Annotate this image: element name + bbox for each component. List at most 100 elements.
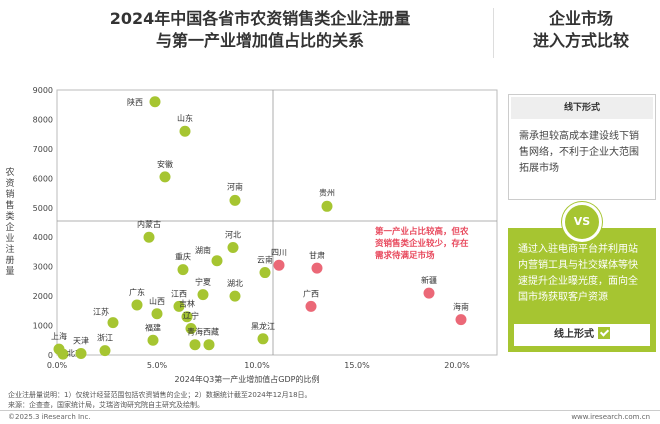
data-point — [99, 345, 111, 357]
copyright: ©2025.3 iResearch Inc. — [8, 413, 91, 421]
vs-badge: VS — [562, 202, 602, 242]
annotation-text: 第一产业占比较高，但农 — [375, 226, 469, 237]
y-axis-label-char: 企 — [5, 223, 15, 233]
x-tick-label: 10.0% — [244, 361, 270, 370]
side-title-line1: 企业市场 — [548, 9, 613, 28]
side-title-line2: 进入方式比较 — [532, 31, 629, 50]
y-axis-label-char: 注 — [5, 245, 15, 255]
offline-panel-title: 线下形式 — [511, 97, 653, 119]
point-label: 四川 — [271, 248, 287, 257]
y-axis-label-char: 售 — [5, 201, 15, 211]
data-point — [131, 299, 143, 311]
point-label: 广东 — [129, 287, 145, 297]
data-point — [321, 200, 333, 212]
data-point — [57, 348, 69, 360]
point-label: 海南 — [453, 302, 469, 312]
y-tick-label: 6000 — [33, 174, 53, 183]
data-point — [259, 267, 271, 279]
x-tick-label: 5.0% — [147, 361, 168, 370]
y-tick-label: 4000 — [33, 233, 53, 242]
y-tick-label: 8000 — [33, 115, 53, 124]
y-axis-label-char: 册 — [5, 256, 15, 266]
point-label: 黑龙江 — [251, 321, 275, 331]
chart-title: 2024年中国各省市农资销售类企业注册量 与第一产业增加值占比的关系 — [40, 8, 480, 52]
website: www.iresearch.com.cn — [571, 413, 650, 421]
point-label: 甘肃 — [309, 250, 325, 260]
online-panel-text: 通过入驻电商平台并利用站内营销工具与社交媒体等快速提升企业曝光度，面向全国市场获… — [518, 244, 638, 303]
data-point — [143, 231, 155, 243]
x-tick-label: 20.0% — [444, 361, 470, 370]
data-point — [107, 317, 119, 329]
point-label: 河南 — [227, 181, 243, 191]
point-label: 新疆 — [421, 275, 437, 285]
point-label: 广西 — [303, 288, 319, 298]
point-label: 辽宁 — [183, 311, 199, 321]
point-label: 内蒙古 — [137, 219, 161, 229]
point-label: 北京 — [67, 348, 83, 358]
x-tick-label: 0.0% — [47, 361, 68, 370]
data-point — [211, 255, 223, 267]
y-axis-label-char: 类 — [5, 212, 15, 222]
y-tick-label: 7000 — [33, 145, 53, 154]
point-label: 上海 — [51, 331, 67, 341]
point-label: 西藏 — [203, 327, 219, 337]
point-label: 天津 — [73, 336, 89, 346]
y-tick-label: 0 — [48, 351, 53, 360]
data-point — [203, 339, 215, 351]
footnote-line1: 企业注册量说明：1）仅统计经营范围包括农资销售的企业；2）数据统计截至2024年… — [8, 391, 312, 399]
point-label: 河北 — [225, 230, 241, 240]
annotation-text: 资销售类企业较少，存在 — [375, 238, 469, 249]
data-point — [173, 300, 185, 312]
point-label: 重庆 — [175, 252, 191, 262]
data-point — [181, 311, 193, 323]
data-point — [177, 264, 189, 276]
x-axis-label: 2024年Q3第一产业增加值占GDP的比例 — [175, 374, 320, 384]
title-divider — [493, 8, 494, 58]
data-point — [229, 290, 241, 302]
point-label: 湖南 — [195, 245, 211, 255]
data-point — [151, 308, 163, 320]
offline-panel: 线下形式 需承担较高成本建设线下销售网络，不利于企业大范围拓展市场 — [508, 94, 656, 200]
online-panel-title: 线上形式 — [514, 324, 650, 346]
point-label: 福建 — [145, 322, 161, 332]
point-label: 陕西 — [127, 97, 143, 107]
footnotes: 企业注册量说明：1）仅统计经营范围包括农资销售的企业；2）数据统计截至2024年… — [8, 390, 508, 410]
scatter-chart: 0 1000 2000 3000 4000 5000 6000 7000 8000 9000 0.0… — [33, 86, 498, 384]
point-label: 安徽 — [157, 159, 173, 169]
plot-frame — [56, 89, 498, 356]
y-tick-label: 3000 — [33, 263, 53, 272]
point-label: 宁夏 — [195, 277, 211, 287]
y-tick-label: 9000 — [33, 86, 53, 95]
annotation-text: 需求待满足市场 — [375, 250, 435, 261]
data-point — [227, 242, 239, 254]
point-label: 湖北 — [227, 279, 243, 288]
y-axis-label-char: 销 — [5, 190, 15, 200]
data-point — [423, 287, 435, 299]
side-title: 企业市场 进入方式比较 — [506, 8, 656, 52]
y-axis-label-char: 量 — [5, 267, 15, 277]
online-panel-title-text: 线上形式 — [554, 329, 594, 340]
footnote-source: 来源：企查查，国家统计局，艾瑞咨询研究院自主研究及绘制。 — [8, 401, 204, 409]
data-point — [197, 289, 209, 301]
y-tick-label: 1000 — [33, 322, 53, 331]
point-label: 青海 — [187, 327, 203, 337]
data-point — [149, 96, 161, 108]
online-panel: 通过入驻电商平台并利用站内营销工具与社交媒体等快速提升企业曝光度，面向全国市场获… — [508, 228, 656, 352]
data-point — [229, 194, 241, 206]
data-point — [75, 348, 87, 360]
point-label: 浙江 — [97, 333, 113, 343]
y-tick-label: 5000 — [33, 204, 53, 213]
check-icon — [598, 327, 610, 339]
data-point — [159, 171, 171, 183]
point-label: 山西 — [149, 296, 165, 306]
data-point — [455, 314, 467, 326]
data-point — [273, 259, 285, 271]
chart-title-line1: 2024年中国各省市农资销售类企业注册量 — [109, 9, 411, 28]
y-tick-label: 2000 — [33, 292, 53, 301]
y-axis-label-char: 资 — [5, 179, 15, 189]
point-label: 江苏 — [93, 307, 109, 317]
point-label: 山东 — [177, 113, 193, 123]
point-label: 云南 — [257, 255, 273, 265]
data-point — [185, 323, 197, 334]
x-tick-label: 15.0% — [344, 361, 370, 370]
